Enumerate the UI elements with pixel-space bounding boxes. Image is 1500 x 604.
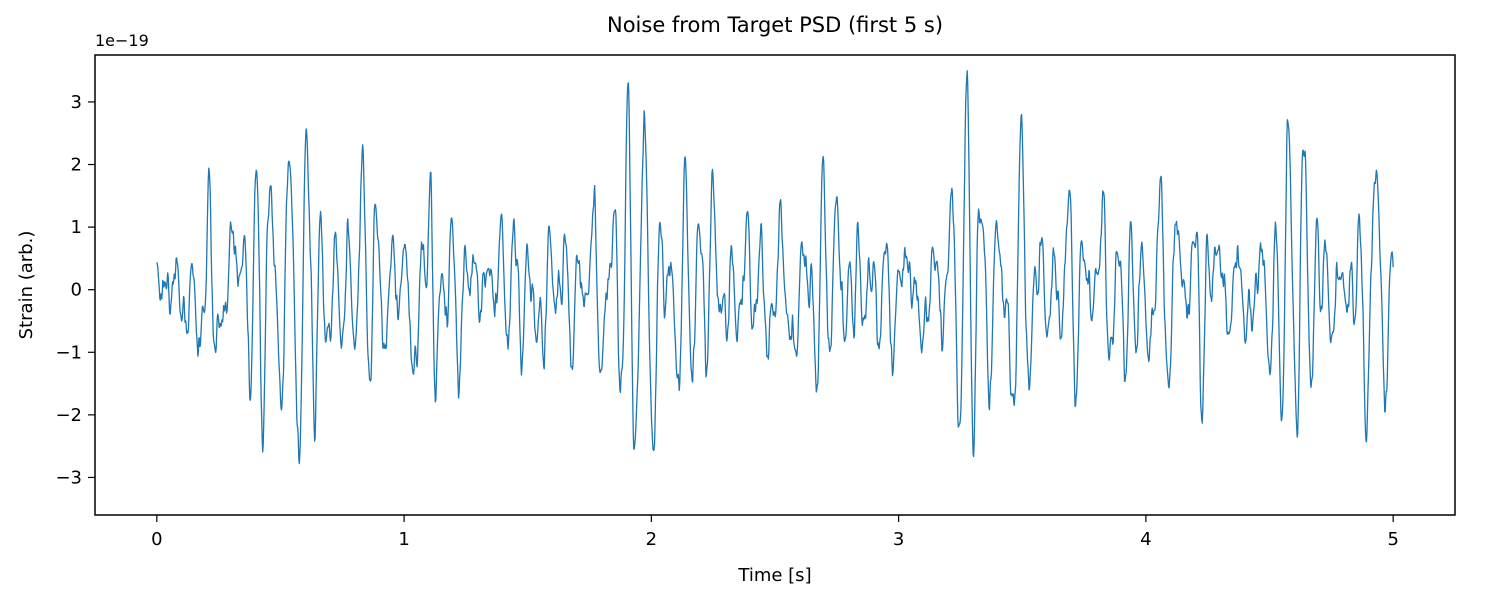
axis-ticks: 0 1 2 3 4 5 −3 −2 −1 0 1 2 3	[55, 92, 1398, 550]
y-offset-label: 1e−19	[95, 31, 149, 50]
chart-title: Noise from Target PSD (first 5 s)	[607, 13, 943, 37]
x-tick-label: 2	[646, 529, 657, 550]
noise-series-line	[156, 70, 1394, 465]
x-tick-label: 5	[1387, 529, 1398, 550]
x-tick-label: 1	[398, 529, 409, 550]
x-axis-label: Time [s]	[737, 565, 811, 586]
x-tick-label: 0	[151, 529, 162, 550]
y-tick-label: −2	[55, 405, 82, 426]
x-tick-label: 3	[893, 529, 904, 550]
x-tick-label: 4	[1140, 529, 1151, 550]
y-tick-label: 3	[71, 92, 82, 113]
y-tick-label: −1	[55, 342, 82, 363]
y-tick-label: 0	[71, 280, 82, 301]
plot-area-border	[94, 54, 1456, 516]
y-tick-label: −3	[55, 467, 82, 488]
y-axis-label: Strain (arb.)	[16, 231, 37, 340]
y-tick-label: 1	[71, 217, 82, 238]
y-tick-label: 2	[71, 155, 82, 176]
